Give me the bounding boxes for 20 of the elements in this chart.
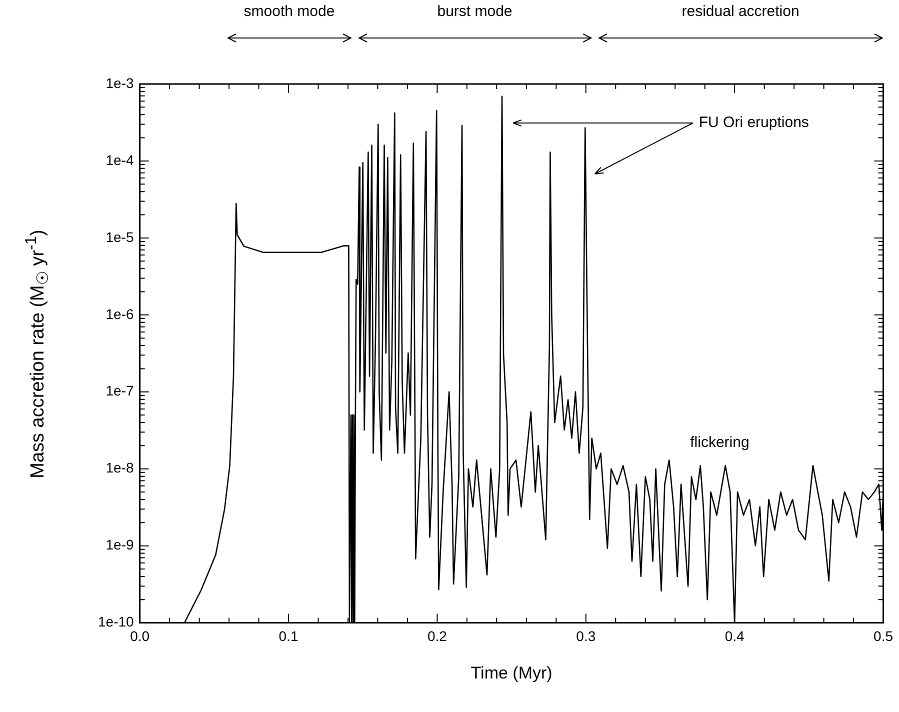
y-tick-label: 1e-4 bbox=[106, 152, 134, 168]
x-tick-label: 0.0 bbox=[130, 628, 150, 644]
y-tick-label: 1e-10 bbox=[98, 614, 134, 630]
x-axis-title: Time (Myr) bbox=[470, 663, 552, 682]
y-tick-label: 1e-7 bbox=[106, 382, 134, 399]
text: smooth mode bbox=[244, 3, 335, 20]
y-tick-label: 1e-5 bbox=[106, 228, 134, 245]
y-tick-label: 1e-9 bbox=[106, 536, 134, 553]
annotation: flickering bbox=[690, 434, 750, 451]
text: residual accretion bbox=[682, 3, 800, 20]
annotation: FU Ori eruptions bbox=[698, 114, 809, 132]
y-tick-label: 1e-6 bbox=[106, 306, 134, 322]
x-tick-label: 0.4 bbox=[724, 628, 745, 644]
y-tick-label: 1e-8 bbox=[106, 460, 134, 476]
x-tick-label: 0.1 bbox=[278, 628, 298, 644]
x-tick-label: 0.5 bbox=[874, 628, 894, 644]
text: burst mode bbox=[437, 3, 512, 20]
x-tick-label: 0.3 bbox=[576, 628, 596, 644]
x-tick-label: 0.2 bbox=[427, 628, 448, 644]
y-tick-label: 1e-3 bbox=[106, 74, 134, 91]
